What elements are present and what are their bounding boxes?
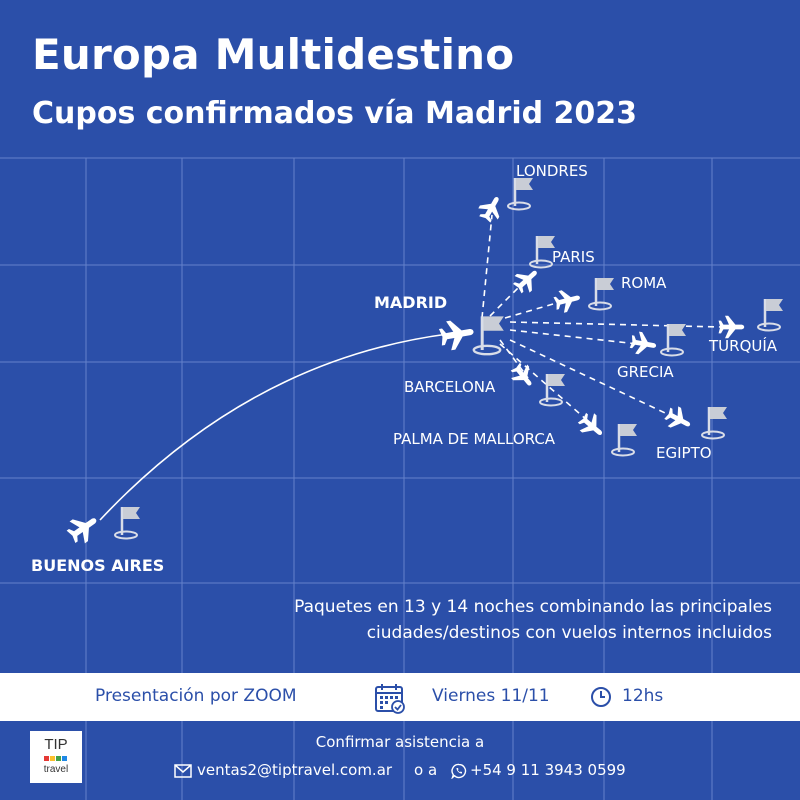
city-label-palma: PALMA DE MALLORCA bbox=[393, 430, 556, 448]
airplane-icon bbox=[628, 330, 658, 357]
city-label-buenos-aires: BUENOS AIRES bbox=[31, 556, 165, 575]
route-barcelona bbox=[499, 339, 529, 379]
poster-title: Europa Multidestino bbox=[32, 30, 515, 79]
city-label-roma: ROMA bbox=[621, 274, 667, 292]
event-time: 12hs bbox=[622, 686, 664, 706]
whatsapp-icon bbox=[451, 763, 467, 779]
city-label-barcelona: BARCELONA bbox=[404, 378, 496, 396]
airplane-icon bbox=[507, 359, 539, 392]
flag-marker-icon bbox=[610, 422, 639, 457]
flag-marker-icon bbox=[113, 505, 142, 540]
flag-marker-icon bbox=[506, 176, 535, 211]
contact-separator: o a bbox=[414, 761, 438, 779]
city-label-paris: PARIS bbox=[552, 248, 595, 266]
route-turquia bbox=[509, 321, 723, 328]
flag-marker-icon bbox=[659, 322, 688, 357]
logo-top-text: TIP bbox=[44, 736, 68, 753]
flag-marker-icon bbox=[472, 316, 504, 356]
route-buenos-aires-madrid bbox=[99, 333, 449, 521]
city-label-grecia: GRECIA bbox=[617, 363, 674, 381]
airplane-icon bbox=[718, 315, 745, 339]
description: Paquetes en 13 y 14 noches combinando la… bbox=[152, 594, 772, 646]
city-label-turquia: TURQUÍA bbox=[709, 337, 778, 355]
city-label-egipto: EGIPTO bbox=[656, 444, 712, 462]
airplane-icon bbox=[437, 316, 477, 352]
tip-travel-logo: TIP travel bbox=[30, 731, 82, 783]
airplane-icon bbox=[662, 403, 696, 436]
email-link[interactable]: ventas2@tiptravel.com.ar bbox=[197, 761, 393, 779]
mail-icon bbox=[174, 764, 192, 778]
city-label-madrid: MADRID bbox=[374, 293, 448, 312]
route-egipto bbox=[509, 339, 681, 421]
event-band: Presentación por ZOOM Viernes 11/11 12hs bbox=[0, 673, 800, 721]
airplane-icon bbox=[552, 286, 583, 315]
presentation-label: Presentación por ZOOM bbox=[95, 686, 297, 706]
city-label-londres: LONDRES bbox=[516, 162, 588, 180]
description-line-2: ciudades/destinos con vuelos internos in… bbox=[366, 623, 772, 643]
flag-marker-icon bbox=[587, 276, 616, 311]
poster-subtitle: Cupos confirmados vía Madrid 2023 bbox=[32, 96, 638, 131]
route-londres bbox=[481, 214, 493, 319]
flag-marker-icon bbox=[700, 405, 729, 440]
route-paris bbox=[489, 283, 523, 317]
route-roma bbox=[504, 301, 561, 319]
description-line-1: Paquetes en 13 y 14 noches combinando la… bbox=[294, 597, 772, 617]
logo-bottom-text: travel bbox=[43, 764, 69, 775]
flag-marker-icon bbox=[756, 297, 785, 332]
confirm-text: Confirmar asistencia a bbox=[315, 733, 485, 751]
calendar-icon bbox=[375, 684, 405, 714]
phone-link[interactable]: +54 9 11 3943 0599 bbox=[470, 761, 626, 779]
route-grecia bbox=[509, 329, 639, 345]
event-date: Viernes 11/11 bbox=[432, 686, 550, 706]
airplane-icon bbox=[63, 508, 104, 548]
clock-icon bbox=[591, 687, 611, 707]
airplane-icon bbox=[475, 191, 508, 226]
